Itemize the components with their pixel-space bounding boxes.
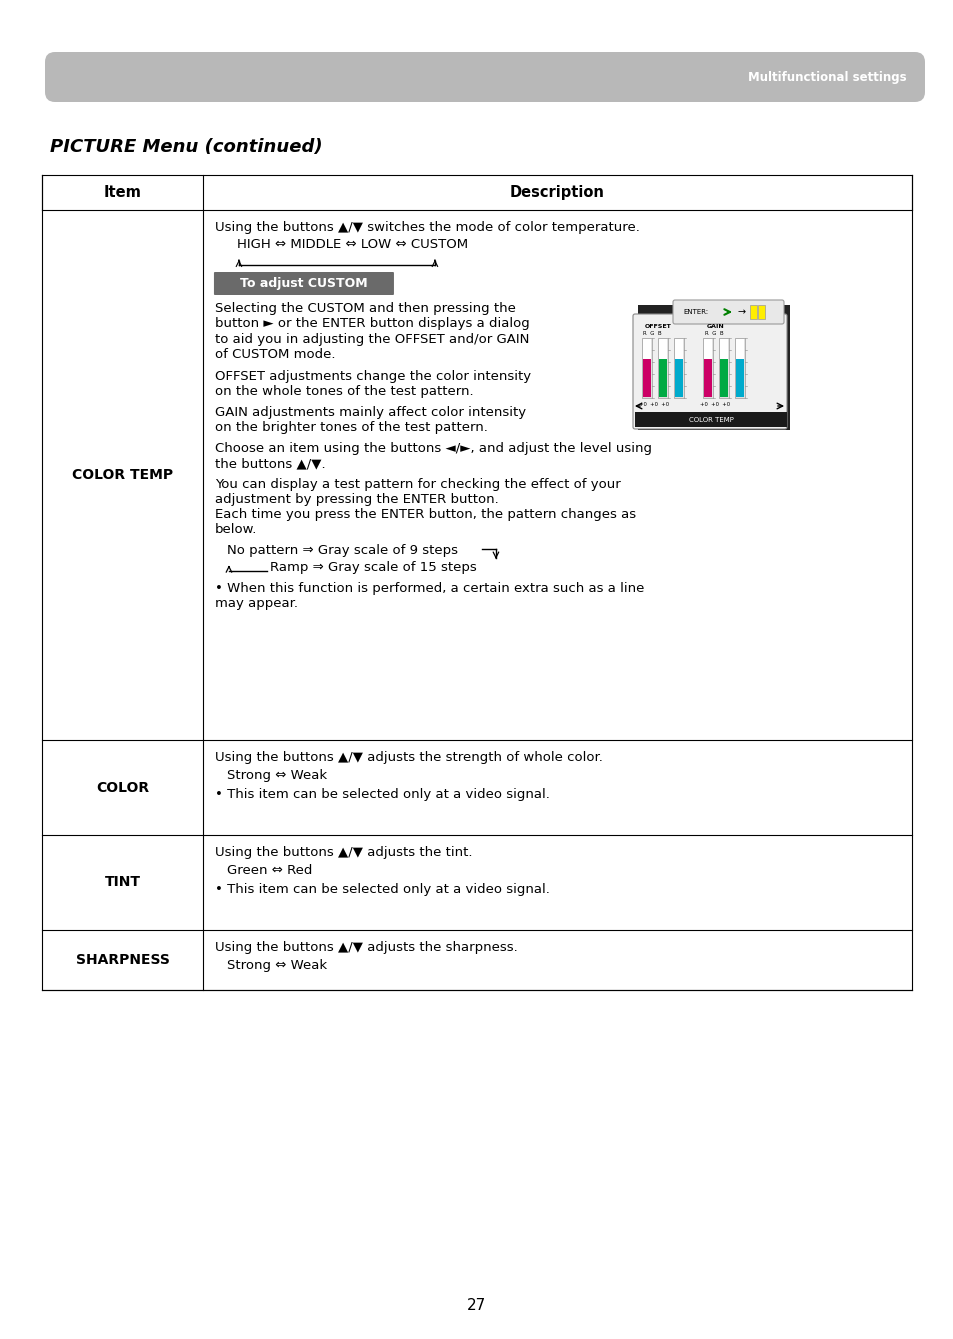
Text: Selecting the CUSTOM and then pressing the: Selecting the CUSTOM and then pressing t… — [214, 303, 516, 315]
Text: COLOR TEMP: COLOR TEMP — [688, 416, 733, 423]
Text: to aid you in adjusting the OFFSET and/or GAIN: to aid you in adjusting the OFFSET and/o… — [214, 333, 529, 345]
Text: GAIN adjustments mainly affect color intensity
on the brighter tones of the test: GAIN adjustments mainly affect color int… — [214, 406, 525, 434]
Bar — [638, 305, 789, 430]
Bar — [749, 305, 757, 319]
FancyBboxPatch shape — [45, 52, 924, 102]
Bar — [735, 359, 743, 396]
Text: • This item can be selected only at a video signal.: • This item can be selected only at a vi… — [214, 882, 549, 896]
Bar — [702, 337, 712, 398]
Bar — [659, 339, 666, 359]
Text: of CUSTOM mode.: of CUSTOM mode. — [214, 348, 335, 362]
Text: Strong ⇔ Weak: Strong ⇔ Weak — [227, 770, 327, 782]
Bar — [720, 359, 727, 396]
Text: Choose an item using the buttons ◄/►, and adjust the level using
the buttons ▲/▼: Choose an item using the buttons ◄/►, an… — [214, 442, 651, 470]
Text: OFFSET adjustments change the color intensity
on the whole tones of the test pat: OFFSET adjustments change the color inte… — [214, 370, 531, 398]
Text: PICTURE Menu (continued): PICTURE Menu (continued) — [50, 138, 322, 157]
Bar — [703, 359, 711, 396]
Text: Ramp ⇒ Gray scale of 15 steps: Ramp ⇒ Gray scale of 15 steps — [270, 561, 476, 574]
Text: • This item can be selected only at a video signal.: • This item can be selected only at a vi… — [214, 787, 549, 801]
Text: TINT: TINT — [105, 876, 140, 889]
Text: +0  +0  +0: +0 +0 +0 — [639, 402, 668, 407]
Text: You can display a test pattern for checking the effect of your
adjustment by pre: You can display a test pattern for check… — [214, 478, 636, 536]
Bar — [734, 337, 744, 398]
Text: Using the buttons ▲/▼ adjusts the strength of whole color.: Using the buttons ▲/▼ adjusts the streng… — [214, 751, 602, 765]
Bar — [658, 337, 667, 398]
Text: 27: 27 — [467, 1297, 486, 1312]
Text: COLOR TEMP: COLOR TEMP — [71, 469, 172, 482]
Bar — [642, 359, 650, 396]
Bar — [673, 337, 683, 398]
Bar — [641, 337, 651, 398]
Bar — [758, 305, 764, 319]
Bar — [659, 359, 666, 396]
Bar — [635, 412, 786, 427]
Text: ENTER:: ENTER: — [682, 309, 707, 315]
Bar — [719, 337, 728, 398]
Text: COLOR: COLOR — [96, 781, 149, 794]
Text: GAIN: GAIN — [706, 324, 724, 329]
Text: button ► or the ENTER button displays a dialog: button ► or the ENTER button displays a … — [214, 317, 529, 331]
Text: No pattern ⇒ Gray scale of 9 steps: No pattern ⇒ Gray scale of 9 steps — [227, 544, 457, 557]
Text: Using the buttons ▲/▼ adjusts the sharpness.: Using the buttons ▲/▼ adjusts the sharpn… — [214, 941, 517, 953]
Text: Item: Item — [104, 185, 141, 200]
Bar — [642, 339, 650, 359]
Bar — [735, 339, 743, 359]
Text: R  G  B: R G B — [704, 331, 723, 336]
FancyBboxPatch shape — [672, 300, 783, 324]
Text: SHARPNESS: SHARPNESS — [75, 953, 170, 967]
Text: Using the buttons ▲/▼ switches the mode of color temperature.: Using the buttons ▲/▼ switches the mode … — [214, 221, 639, 234]
Text: +0  +0  +0: +0 +0 +0 — [700, 402, 729, 407]
FancyBboxPatch shape — [213, 272, 394, 295]
Text: →: → — [738, 307, 745, 317]
Text: To adjust CUSTOM: To adjust CUSTOM — [240, 277, 367, 291]
Text: Using the buttons ▲/▼ adjusts the tint.: Using the buttons ▲/▼ adjusts the tint. — [214, 846, 472, 860]
FancyBboxPatch shape — [633, 315, 786, 428]
Bar — [703, 339, 711, 359]
Text: HIGH ⇔ MIDDLE ⇔ LOW ⇔ CUSTOM: HIGH ⇔ MIDDLE ⇔ LOW ⇔ CUSTOM — [236, 238, 468, 252]
Text: R  G  B: R G B — [642, 331, 661, 336]
Text: Strong ⇔ Weak: Strong ⇔ Weak — [227, 960, 327, 972]
Bar — [675, 359, 682, 396]
Text: Multifunctional settings: Multifunctional settings — [747, 71, 906, 83]
Text: Green ⇔ Red: Green ⇔ Red — [227, 865, 312, 877]
Text: Description: Description — [510, 185, 604, 200]
Text: OFFSET: OFFSET — [644, 324, 671, 329]
Bar — [720, 339, 727, 359]
Text: • When this function is performed, a certain extra such as a line
may appear.: • When this function is performed, a cer… — [214, 582, 643, 611]
Bar — [675, 339, 682, 359]
